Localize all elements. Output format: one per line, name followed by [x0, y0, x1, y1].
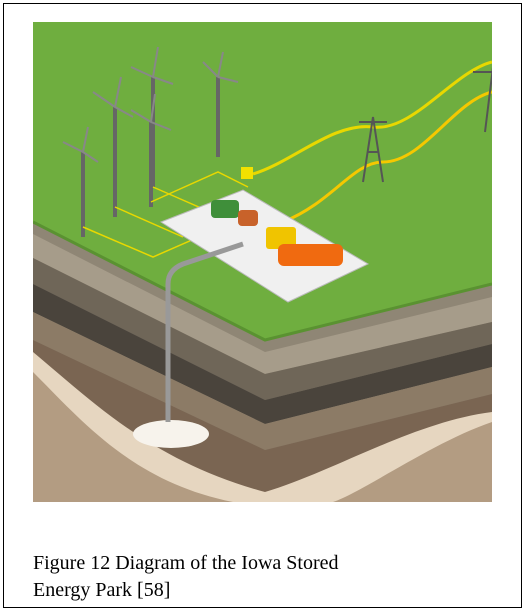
substation [241, 167, 253, 179]
page: Figure 12 Diagram of the Iowa Stored Ene… [0, 0, 526, 611]
aquifer [133, 420, 209, 448]
illustration [33, 22, 492, 502]
figure-caption: Figure 12 Diagram of the Iowa Stored Ene… [33, 550, 393, 604]
